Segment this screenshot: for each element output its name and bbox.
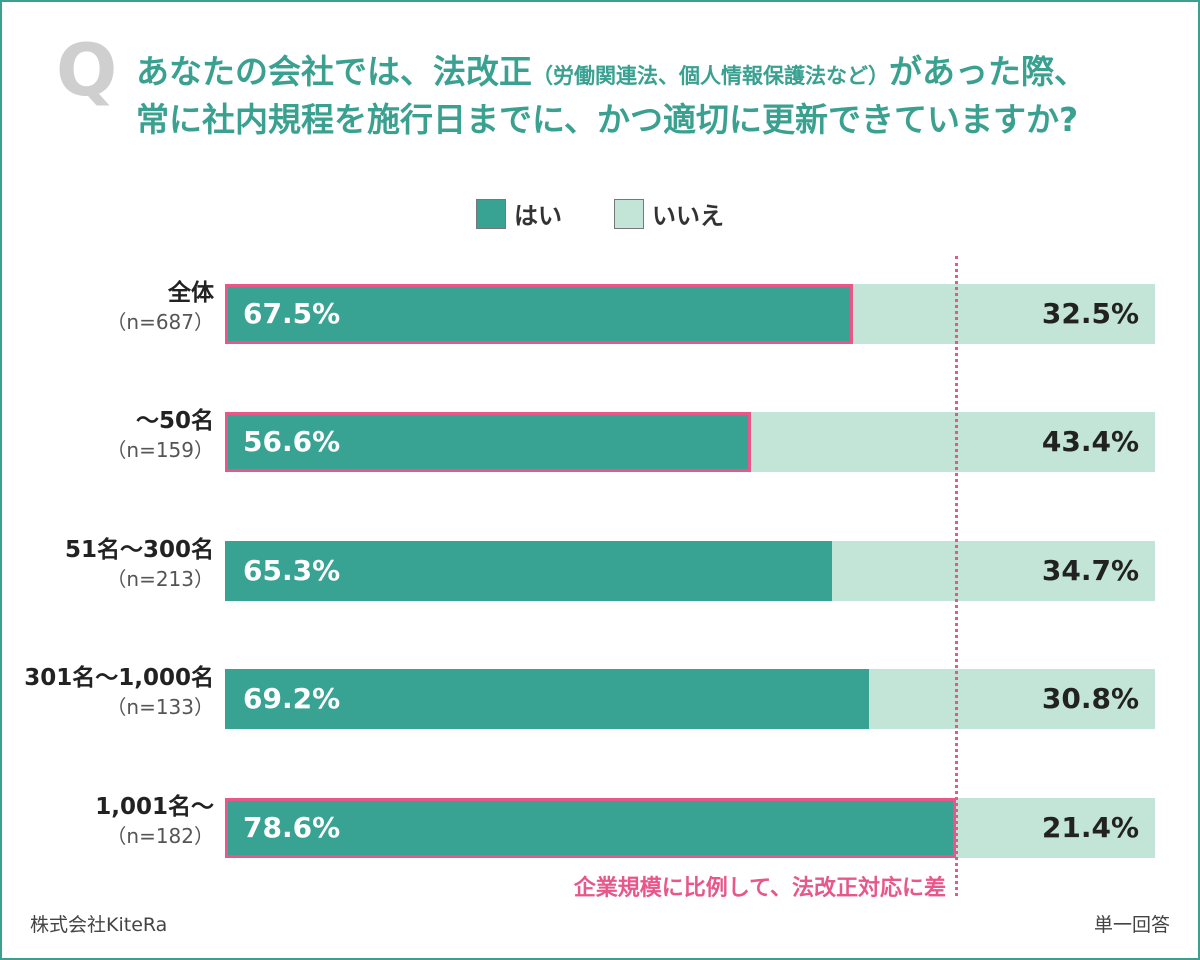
reference-line [954, 256, 958, 896]
question-mark: Q [56, 28, 118, 112]
bar-yes [225, 284, 853, 344]
bar-row: 69.2% 30.8% [225, 669, 1155, 729]
value-label-yes: 65.3% [243, 554, 341, 587]
legend-label-no: いいえ [652, 202, 724, 230]
title-line-1-main: あなたの会社では、法改正 [136, 52, 532, 91]
category-name: 1,001名～ [95, 794, 214, 820]
title-line-1-end: があった際、 [889, 52, 1087, 91]
title-line-1-sub: （労働関連法、個人情報保護法など） [532, 64, 889, 88]
value-label-yes: 69.2% [243, 682, 341, 715]
value-label-yes: 67.5% [243, 297, 341, 330]
bar-yes [225, 412, 752, 472]
category-name: ～50名 [135, 408, 214, 434]
legend: はい いいえ [0, 196, 1200, 231]
chart-title: あなたの会社では、法改正（労働関連法、個人情報保護法など）があった際、 常に社内… [136, 48, 1176, 144]
annotation: 企業規模に比例して、法改正対応に差 [573, 876, 946, 901]
category-name: 全体 [168, 280, 214, 306]
category-name: 51名～300名 [64, 537, 214, 563]
answer-type-note: 単一回答 [1093, 914, 1170, 936]
category-sample-size: （n=687） [106, 310, 214, 335]
category-sample-size: （n=182） [106, 824, 214, 849]
legend-item-no: いいえ [614, 196, 724, 231]
legend-item-yes: はい [476, 196, 562, 231]
category-sample-size: （n=133） [106, 695, 214, 720]
title-line-1: あなたの会社では、法改正（労働関連法、個人情報保護法など）があった際、 [136, 48, 1176, 96]
category-sample-size: （n=213） [106, 567, 214, 592]
value-label-yes: 78.6% [243, 811, 341, 844]
bar-row: 65.3% 34.7% [225, 541, 1155, 601]
value-label-yes: 56.6% [243, 425, 341, 458]
legend-swatch-yes [476, 198, 506, 229]
bar-row: 56.6% 43.4% [225, 412, 1155, 472]
legend-label-yes: はい [514, 202, 562, 230]
category-label: 301名～1,000名 （n=133） [4, 663, 214, 720]
bar-yes [225, 798, 956, 858]
value-label-no: 34.7% [1041, 554, 1139, 587]
category-name: 301名～1,000名 [24, 665, 214, 691]
category-sample-size: （n=159） [106, 438, 214, 463]
title-line-2: 常に社内規程を施行日までに、かつ適切に更新できていますか? [136, 99, 1079, 139]
value-label-no: 32.5% [1041, 297, 1139, 330]
category-label: 全体 （n=687） [4, 278, 214, 335]
category-label: 1,001名～ （n=182） [4, 792, 214, 849]
source-credit: 株式会社KiteRa [30, 914, 168, 936]
bar-yes [225, 541, 833, 601]
legend-swatch-no [614, 198, 644, 229]
value-label-no: 30.8% [1041, 682, 1139, 715]
bar-row: 67.5% 32.5% [225, 284, 1155, 344]
value-label-no: 43.4% [1041, 425, 1139, 458]
bar-yes [225, 669, 869, 729]
category-label: ～50名 （n=159） [4, 406, 214, 463]
bar-row: 78.6% 21.4% [225, 798, 1155, 858]
category-label: 51名～300名 （n=213） [4, 535, 214, 592]
value-label-no: 21.4% [1041, 811, 1139, 844]
